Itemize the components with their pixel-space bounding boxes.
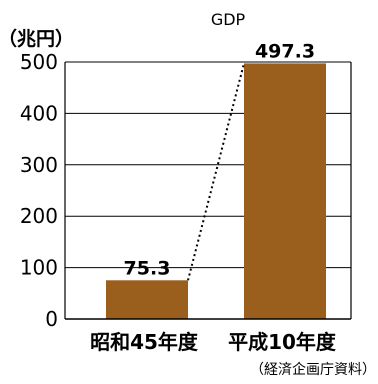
y-tick-label: 500 [20,50,58,74]
value-label: 497.3 [255,40,315,62]
source-note: （経済企画庁資料） [250,361,376,378]
x-category-label: 昭和45年度 [90,330,199,354]
y-tick-label: 0 [45,307,58,331]
axes [64,62,352,320]
y-tick-label: 400 [20,101,58,125]
chart-title: GDP [211,10,246,29]
bars [106,63,326,319]
y-tick-label: 300 [20,153,58,177]
x-category-labels: 昭和45年度 平成10年度 [90,330,337,354]
bar [106,280,188,319]
bar [244,63,326,319]
unit-label: （兆円） [0,27,74,50]
x-category-label: 平成10年度 [228,330,337,354]
value-label: 75.3 [124,257,171,279]
y-tick-labels: 0 100 200 300 400 500 [20,50,58,331]
value-labels: 75.3 497.3 [124,40,316,279]
y-tick-label: 100 [20,256,58,280]
connector-line [187,63,245,281]
y-tick-label: 200 [20,204,58,228]
